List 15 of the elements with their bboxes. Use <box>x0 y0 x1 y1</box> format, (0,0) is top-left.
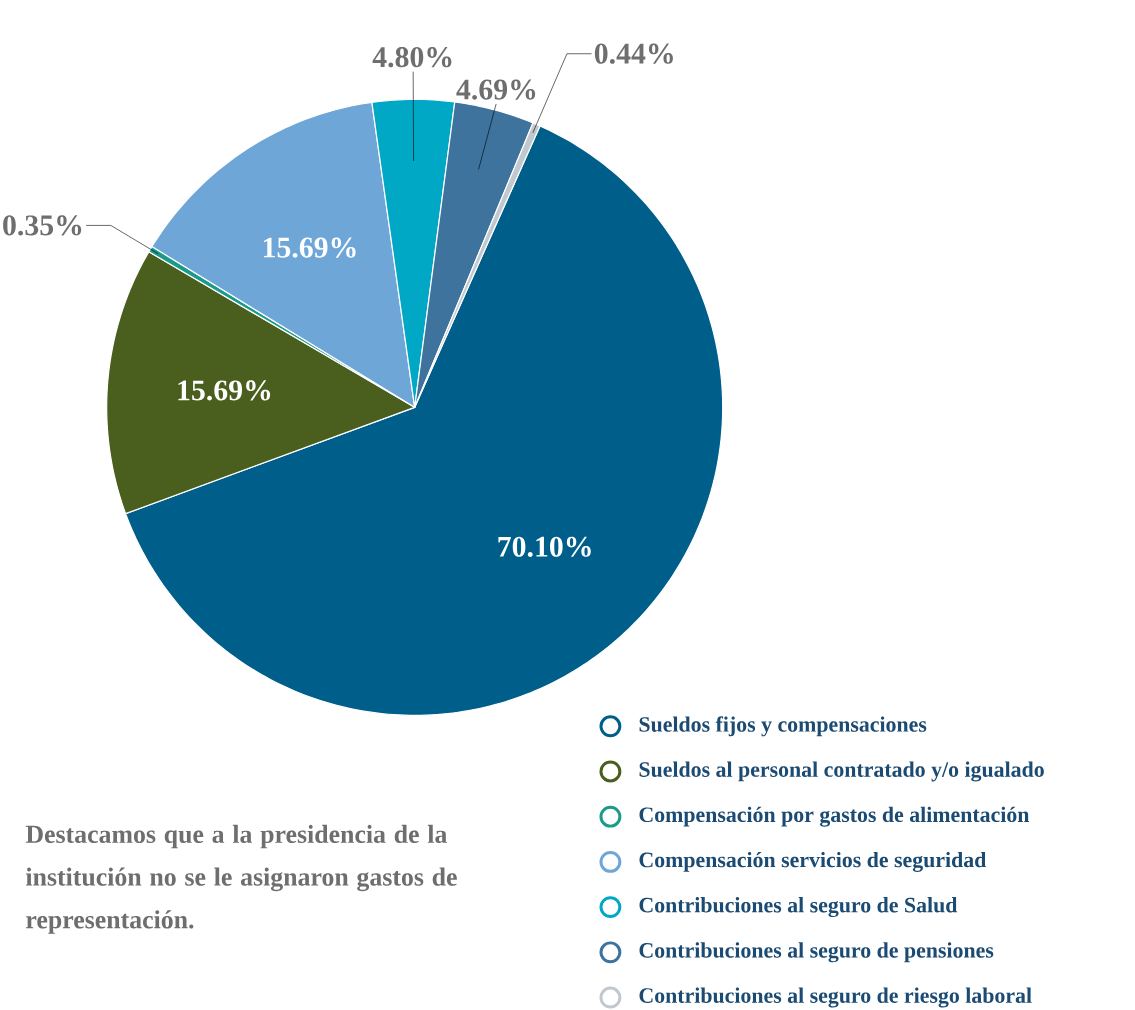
legend-label: Contribuciones al seguro de pensiones <box>639 942 994 963</box>
data-label: 15.69% <box>263 237 356 258</box>
data-label: 4.69% <box>456 79 536 100</box>
data-label: 15.69% <box>178 380 271 401</box>
data-label: 70.10% <box>498 536 591 557</box>
legend-label: Sueldos al personal contratado y/o igualado <box>639 761 1044 782</box>
legend-label: Compensación servicios de seguridad <box>639 851 987 872</box>
legend-label: Compensación por gastos de alimentación <box>639 806 1030 827</box>
data-label: 4.80% <box>372 46 452 68</box>
legend-label: Sueldos fijos y compensaciones <box>639 716 927 737</box>
legend-label: Contribuciones al seguro de riesgo laboral <box>639 987 1032 1008</box>
text: Destacamos que a la presidencia de la institución no se le asignaron gastos de representación. <box>25 824 457 934</box>
data-label: 0.35% <box>3 215 82 236</box>
legend-label: Contribuciones al seguro de Salud <box>639 896 958 917</box>
data-label: 0.44% <box>594 43 673 64</box>
